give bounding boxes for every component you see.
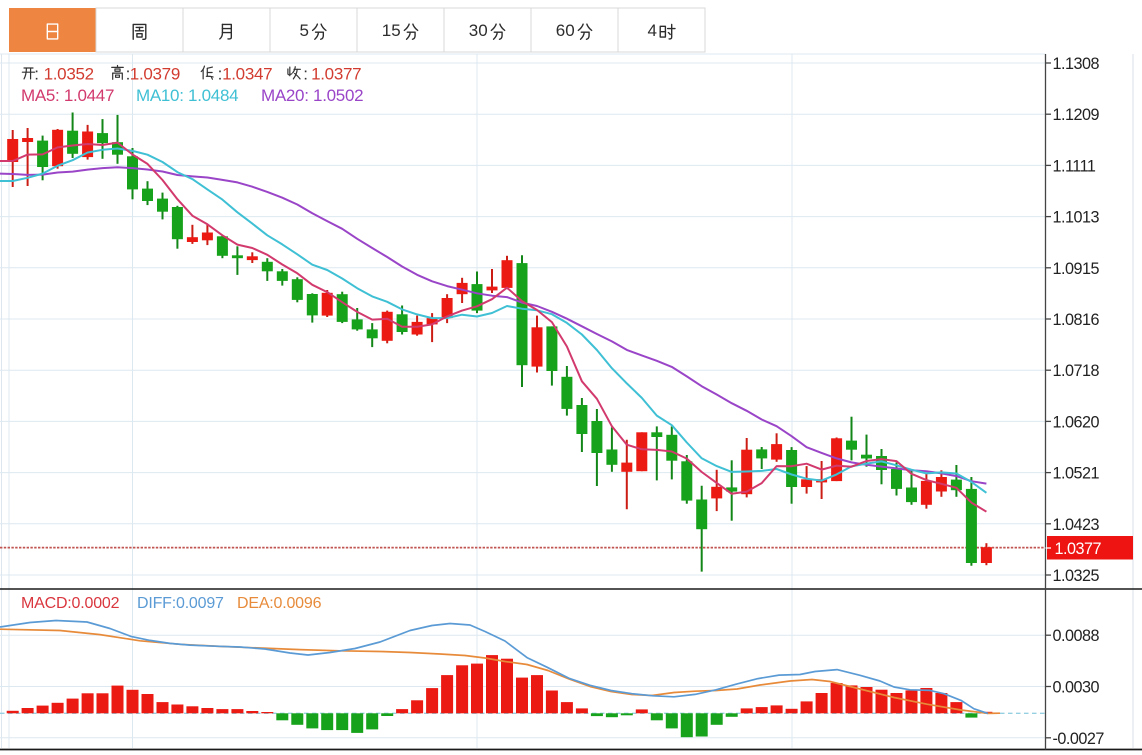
svg-text:DIFF:0.0097: DIFF:0.0097: [137, 595, 224, 612]
svg-text:1.0620: 1.0620: [1053, 413, 1100, 431]
svg-text:4: 4: [648, 21, 657, 40]
svg-text:0.0088: 0.0088: [1053, 627, 1100, 645]
svg-text:1.0325: 1.0325: [1053, 567, 1100, 585]
svg-text:MA5: 1.0447: MA5: 1.0447: [21, 86, 114, 105]
svg-text:MACD:0.0002: MACD:0.0002: [21, 595, 120, 612]
svg-text:1.1013: 1.1013: [1053, 209, 1100, 227]
svg-text:5: 5: [300, 21, 309, 40]
svg-text::: :: [303, 65, 308, 84]
svg-text:1.0377: 1.0377: [1055, 540, 1102, 558]
svg-text:1.1308: 1.1308: [1053, 55, 1100, 73]
svg-text:MA20: 1.0502: MA20: 1.0502: [261, 86, 363, 105]
svg-text::: :: [218, 65, 223, 84]
svg-text:60: 60: [556, 21, 575, 40]
svg-text:DEA:0.0096: DEA:0.0096: [237, 595, 322, 612]
svg-text:-0.0027: -0.0027: [1053, 730, 1105, 748]
svg-text:30: 30: [469, 21, 488, 40]
svg-text:MA10: 1.0484: MA10: 1.0484: [136, 86, 238, 105]
svg-text:15: 15: [382, 21, 401, 40]
svg-text::: :: [34, 65, 39, 84]
svg-text:1.0521: 1.0521: [1053, 465, 1100, 483]
svg-text:1.0352: 1.0352: [44, 65, 94, 84]
svg-text:1.0718: 1.0718: [1053, 362, 1100, 380]
svg-text:1.0377: 1.0377: [311, 65, 361, 84]
svg-text:0.0030: 0.0030: [1053, 679, 1100, 697]
svg-text::: :: [126, 65, 131, 84]
svg-text:1.1111: 1.1111: [1053, 157, 1096, 175]
svg-text:1.0379: 1.0379: [130, 65, 180, 84]
svg-text:1.1209: 1.1209: [1053, 106, 1100, 124]
svg-text:1.0816: 1.0816: [1053, 311, 1100, 329]
svg-text:1.0915: 1.0915: [1053, 260, 1100, 278]
svg-text:1.0347: 1.0347: [222, 65, 272, 84]
svg-text:1.0423: 1.0423: [1053, 516, 1100, 534]
